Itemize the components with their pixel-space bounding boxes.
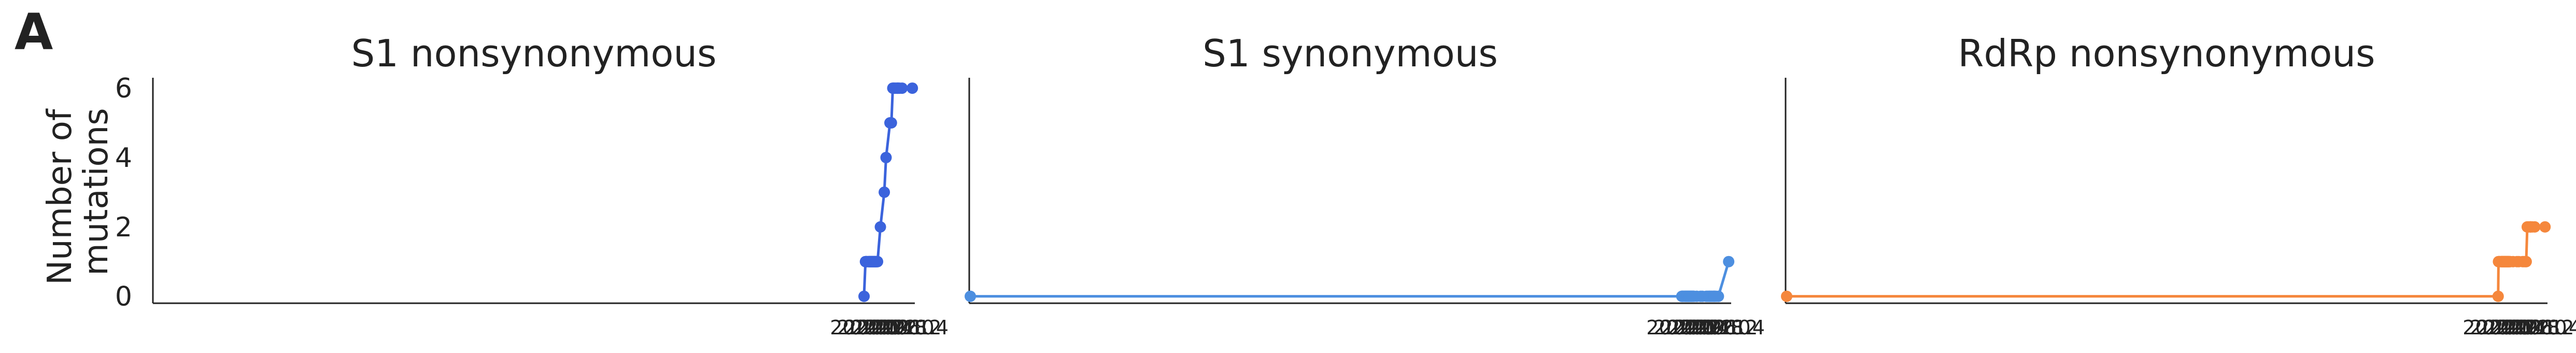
chart-title: S1 synonymous bbox=[1202, 32, 1498, 75]
y-axis-label-line-1: Number of bbox=[41, 108, 79, 285]
data-point bbox=[965, 290, 976, 302]
data-point bbox=[2520, 256, 2532, 267]
data-point bbox=[874, 221, 886, 233]
x-tick-label: 2021.4 bbox=[1696, 316, 1765, 339]
x-tick-label: 2020.4 bbox=[1661, 316, 1730, 339]
x-tick-label: 2020.6 bbox=[851, 316, 920, 339]
x-tick-label: 2020.4 bbox=[2477, 316, 2546, 339]
x-tick-label: 2020.6 bbox=[1667, 316, 1736, 339]
chart-title: RdRp nonsynonymous bbox=[1958, 32, 2375, 75]
chart-panel-1: S1 nonsynonymous 2020.02020.22020.42020.6… bbox=[115, 32, 949, 339]
data-point bbox=[879, 186, 890, 198]
data-point bbox=[1723, 256, 1735, 267]
chart-panel-3: RdRp nonsynonymous 2020.02020.22020.42020… bbox=[1781, 32, 2576, 339]
x-tick-label: 2020.2 bbox=[837, 316, 906, 339]
y-axis-label-line-2: mutations bbox=[77, 108, 116, 275]
data-point bbox=[2539, 221, 2551, 233]
x-tick-label: 2020.0 bbox=[2462, 316, 2531, 339]
x-tick-label: 2020.8 bbox=[858, 316, 927, 339]
x-tick-label: 2021.0 bbox=[1682, 316, 1751, 339]
x-tick-label: 2021.0 bbox=[2498, 316, 2567, 339]
series-line bbox=[970, 261, 1730, 298]
x-tick-label: 2020.0 bbox=[1646, 316, 1715, 339]
x-tick-label: 2020.0 bbox=[830, 316, 899, 339]
data-point bbox=[872, 256, 884, 267]
data-point bbox=[1781, 290, 1793, 302]
x-tick-label: 2021.2 bbox=[872, 316, 941, 339]
data-point bbox=[858, 290, 870, 302]
y-tick-label: 2 bbox=[115, 212, 132, 243]
panel-label: A bbox=[15, 3, 53, 61]
x-tick-label: 2021.2 bbox=[2505, 316, 2574, 339]
x-tick-label: 2021.0 bbox=[866, 316, 935, 339]
data-point bbox=[2492, 290, 2504, 302]
data-point bbox=[907, 82, 918, 94]
data-point bbox=[896, 82, 908, 94]
x-tick-label: 2021.2 bbox=[1689, 316, 1758, 339]
chart-panels: S1 nonsynonymous2020.02020.22020.42020.6… bbox=[115, 32, 2576, 339]
y-axis-label: Number of mutations bbox=[41, 98, 116, 285]
x-tick-label: 2021.4 bbox=[880, 316, 949, 339]
x-tick-label: 2020.8 bbox=[2491, 316, 2560, 339]
data-point bbox=[1712, 290, 1724, 302]
data-point bbox=[885, 117, 897, 129]
y-tick-label: 6 bbox=[115, 73, 132, 104]
data-point bbox=[2529, 221, 2541, 233]
x-tick-label: 2020.2 bbox=[1653, 316, 1722, 339]
chart-panel-2: S1 synonymous 2020.02020.22020.42020.6202… bbox=[965, 32, 1765, 339]
data-point bbox=[880, 151, 892, 163]
chart-title: S1 nonsynonymous bbox=[351, 32, 716, 75]
x-tick-label: 2020.6 bbox=[2484, 316, 2553, 339]
y-tick-label: 4 bbox=[115, 143, 132, 174]
x-tick-label: 2020.4 bbox=[844, 316, 913, 339]
x-tick-label: 2020.2 bbox=[2470, 316, 2539, 339]
x-tick-label: 2020.8 bbox=[1675, 316, 1744, 339]
series-line bbox=[1787, 225, 2545, 298]
x-tick-label: 2021.4 bbox=[2512, 316, 2576, 339]
y-tick-label: 0 bbox=[115, 281, 132, 313]
